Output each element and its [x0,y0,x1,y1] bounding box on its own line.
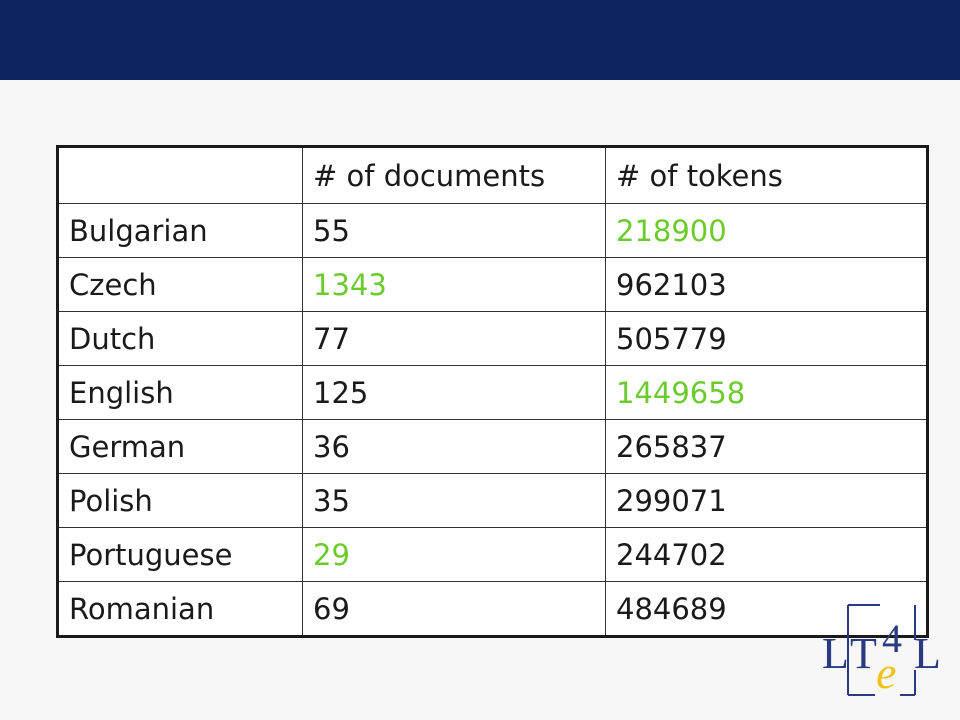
documents-cell: 77 [302,311,606,366]
table-row: Bulgarian 55 218900 [57,203,928,258]
svg-text:L: L [822,629,849,678]
language-cell: German [57,419,303,474]
documents-cell: 69 [302,581,606,637]
table-row: Portuguese 29 244702 [57,527,928,582]
tokens-cell: 244702 [605,527,928,582]
lt4el-logo: L T 4 e L [822,604,941,698]
header-cell-empty [57,146,303,204]
tokens-cell: 962103 [605,257,928,312]
svg-text:L: L [914,629,941,678]
header-cell-tokens: # of tokens [605,146,928,204]
language-cell: Dutch [57,311,303,366]
table-row: Czech 1343 962103 [57,257,928,312]
table-row: English 125 1449658 [57,365,928,420]
language-cell: Romanian [57,581,303,637]
tokens-cell: 265837 [605,419,928,474]
documents-cell: 1343 [302,257,606,312]
language-cell: English [57,365,303,420]
header-cell-documents: # of documents [302,146,606,204]
tokens-cell: 299071 [605,473,928,528]
documents-cell: 35 [302,473,606,528]
documents-cell: 55 [302,203,606,258]
svg-text:T: T [850,629,877,678]
tokens-cell: 218900 [605,203,928,258]
table-header-row: # of documents # of tokens [57,146,928,204]
language-cell: Bulgarian [57,203,303,258]
language-cell: Portuguese [57,527,303,582]
header-bar [0,0,960,80]
documents-cell: 125 [302,365,606,420]
table-row: Romanian 69 484689 [57,581,928,637]
documents-cell: 36 [302,419,606,474]
tokens-cell: 1449658 [605,365,928,420]
tokens-cell: 505779 [605,311,928,366]
table-row: Dutch 77 505779 [57,311,928,366]
documents-cell: 29 [302,527,606,582]
language-cell: Polish [57,473,303,528]
corpus-statistics-table: # of documents # of tokens Bulgarian 55 … [56,145,929,638]
language-cell: Czech [57,257,303,312]
svg-text:4: 4 [882,616,902,661]
svg-text:e: e [876,647,896,698]
tokens-cell: 484689 [605,581,928,637]
table-row: Polish 35 299071 [57,473,928,528]
table-row: German 36 265837 [57,419,928,474]
